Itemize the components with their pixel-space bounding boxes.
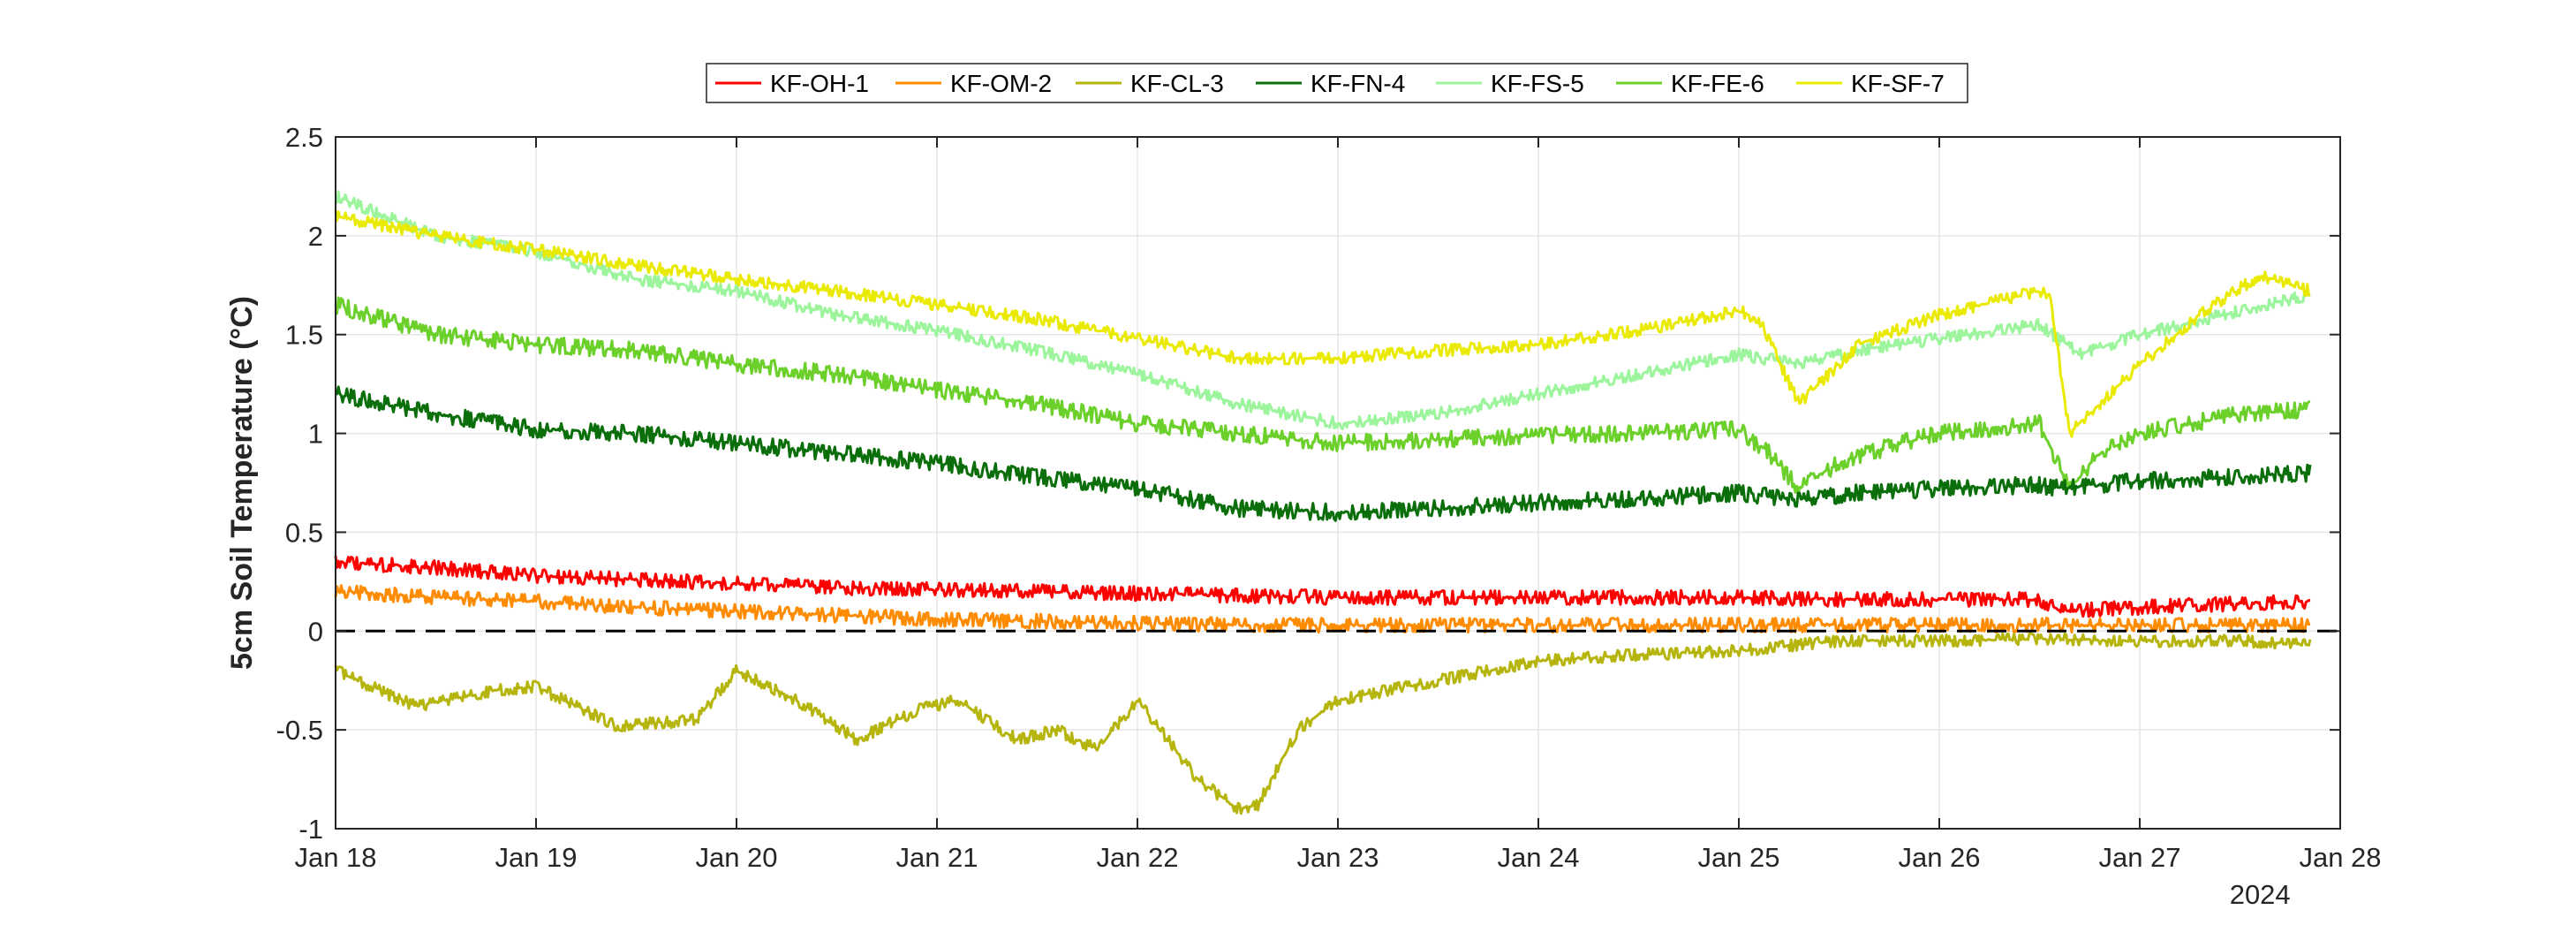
x-axis: Jan 18 Jan 19 Jan 20 Jan 21 Jan 22 Jan 23 Jan …	[294, 137, 2382, 873]
y-tick-label: 0.5	[285, 517, 323, 548]
legend-label: KF-FN-4	[1311, 70, 1405, 97]
x-tick-label: Jan 26	[1898, 842, 1980, 873]
y-tick-label: -0.5	[276, 715, 323, 746]
series-line-kf-fs-5	[335, 190, 2311, 430]
y-tick-label: 1.5	[285, 320, 323, 351]
x-tick-label: Jan 28	[2299, 842, 2381, 873]
y-tick-label: 0	[308, 616, 323, 647]
legend-label: KF-FS-5	[1491, 70, 1584, 97]
x-tick-label: Jan 24	[1497, 842, 1579, 873]
x-tick-label: Jan 18	[294, 842, 376, 873]
legend-label: KF-OH-1	[770, 70, 869, 97]
legend-label: KF-CL-3	[1130, 70, 1224, 97]
legend-label: KF-FE-6	[1671, 70, 1764, 97]
legend: KF-OH-1 KF-OM-2 KF-CL-3 KF-FN-4 KF-FS-5 KF-FE…	[706, 63, 1968, 103]
x-tick-label: Jan 20	[695, 842, 777, 873]
series-line-kf-om-2	[334, 584, 2311, 634]
legend-label: KF-SF-7	[1851, 70, 1945, 97]
x-axis-year-label: 2024	[2230, 879, 2291, 910]
y-tick-label: 1	[308, 419, 323, 450]
series-line-kf-sf-7	[334, 209, 2311, 438]
x-tick-label: Jan 22	[1096, 842, 1178, 873]
x-tick-label: Jan 27	[2098, 842, 2180, 873]
y-axis: -1 -0.5 0 0.5 1 1.5 2 2.5	[276, 122, 2340, 845]
series-line-kf-cl-3	[334, 632, 2312, 815]
series-line-kf-fn-4	[335, 385, 2312, 522]
x-tick-label: Jan 25	[1697, 842, 1779, 873]
legend-label: KF-OM-2	[950, 70, 1052, 97]
x-tick-label: Jan 19	[495, 842, 577, 873]
y-tick-label: -1	[298, 814, 323, 845]
y-axis-label: 5cm Soil Temperature (°C)	[225, 296, 259, 670]
x-tick-label: Jan 21	[895, 842, 978, 873]
series-line-kf-oh-1	[334, 555, 2311, 618]
y-tick-label: 2.5	[285, 122, 323, 153]
series-layer	[334, 190, 2312, 815]
y-tick-label: 2	[308, 221, 323, 252]
x-tick-label: Jan 23	[1296, 842, 1379, 873]
series-line-kf-fe-6	[334, 296, 2311, 497]
